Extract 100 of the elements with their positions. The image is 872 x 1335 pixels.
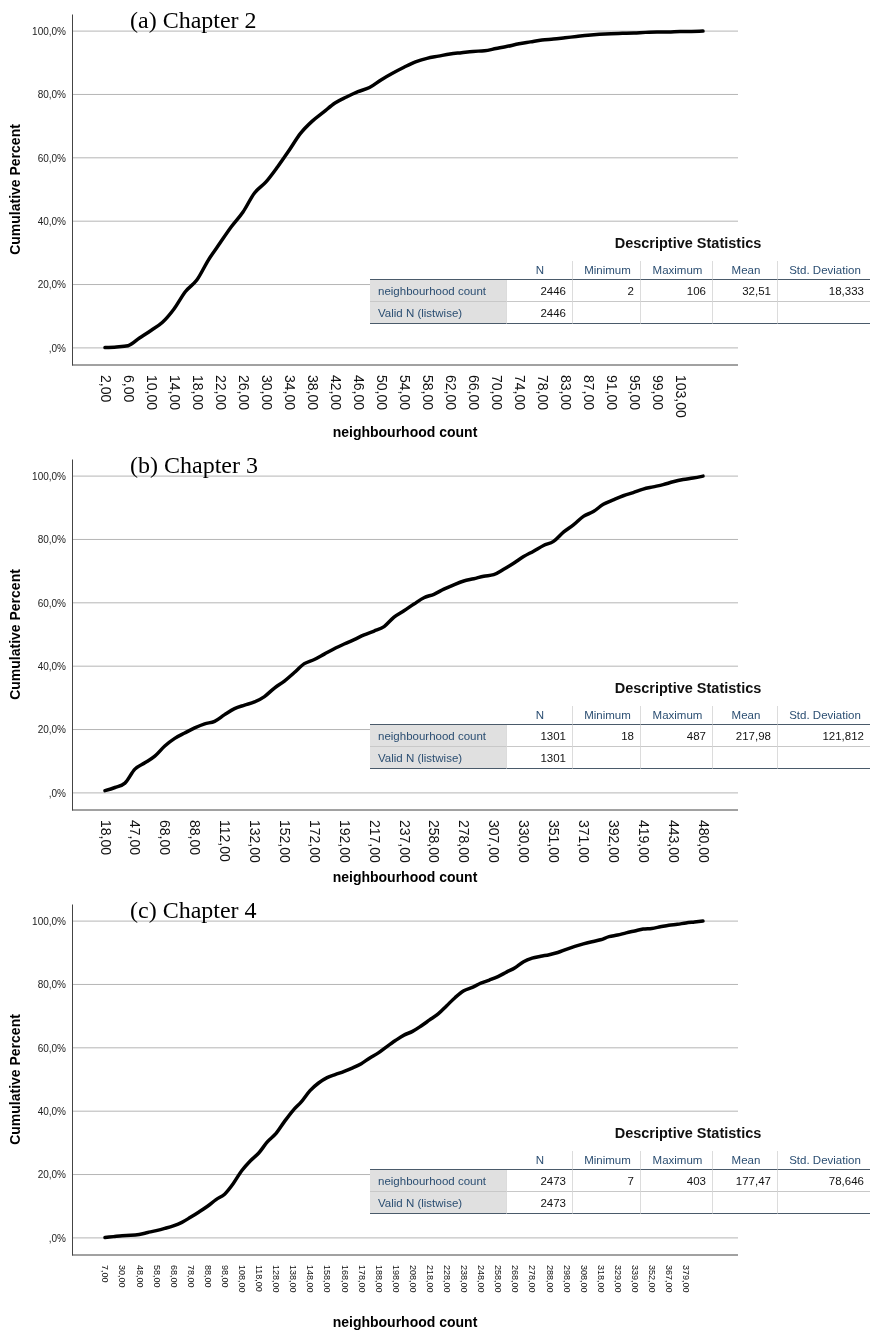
- annotation: Valid N (listwise): [370, 301, 506, 324]
- x-tick-label: 118,00: [254, 1265, 265, 1292]
- x-tick-label: 443,00: [665, 820, 682, 864]
- text: Std. Deviation: [789, 708, 861, 721]
- text: 217,98: [735, 729, 771, 742]
- x-tick-label: 87,00: [580, 375, 597, 411]
- x-tick-label: 78,00: [185, 1265, 196, 1288]
- y-tick-label: 60,0%: [37, 597, 67, 609]
- x-tick-label: 298,00: [561, 1265, 572, 1293]
- x-tick-label: 419,00: [635, 820, 652, 864]
- x-tick-label: 238,00: [459, 1265, 470, 1293]
- x-tick-label: 58,00: [419, 375, 436, 411]
- text: Mean: [731, 263, 761, 276]
- x-tick-label: 268,00: [510, 1265, 521, 1293]
- x-tick-label: 217,00: [366, 820, 383, 864]
- x-tick-label: 228,00: [442, 1265, 453, 1293]
- x-tick-label: 148,00: [305, 1265, 316, 1293]
- annotation: Valid N (listwise): [370, 1191, 506, 1214]
- annotation: Valid N (listwise): [370, 746, 506, 769]
- x-tick-label: 74,00: [511, 375, 528, 411]
- x-tick-label: 99,00: [649, 375, 666, 411]
- x-tick-label: 46,00: [350, 375, 367, 411]
- x-tick-label: 58,00: [151, 1265, 162, 1288]
- y-tick-label: 20,0%: [37, 279, 67, 291]
- x-tick-label: 258,00: [426, 820, 443, 864]
- x-tick-label: 367,00: [664, 1265, 675, 1293]
- x-tick-label: 307,00: [486, 820, 503, 864]
- x-tick-label: 192,00: [336, 820, 353, 864]
- x-tick-label: 48,00: [134, 1265, 145, 1288]
- annotation: Minimum: [572, 705, 640, 725]
- x-tick-label: 152,00: [277, 820, 293, 864]
- annotation: 18: [572, 724, 640, 747]
- x-tick-label: 6,00: [120, 375, 137, 403]
- annotation: 2446: [506, 301, 572, 324]
- text: Mean: [731, 708, 761, 721]
- x-tick-label: 112,00: [217, 820, 234, 862]
- x-tick-label: 218,00: [424, 1265, 435, 1293]
- chart-title: (c) Chapter 4: [130, 897, 257, 923]
- x-tick-label: 237,00: [396, 820, 413, 864]
- x-tick-label: 2,00: [97, 375, 114, 403]
- annotation: 1301: [506, 724, 572, 747]
- x-tick-label: 158,00: [322, 1265, 333, 1293]
- x-tick-label: 352,00: [647, 1265, 658, 1293]
- y-tick-label: ,0%: [48, 1232, 67, 1244]
- x-tick-label: 78,00: [534, 375, 551, 411]
- x-tick-label: 278,00: [527, 1265, 538, 1293]
- x-tick-label: 83,00: [557, 375, 574, 411]
- annotation: 487: [640, 724, 712, 747]
- x-tick-label: 68,00: [157, 820, 174, 856]
- annotation: Descriptive Statistics: [613, 1124, 763, 1141]
- x-tick-label: 14,00: [166, 375, 183, 411]
- annotation: neighbourhood count: [370, 724, 506, 747]
- annotation: Minimum: [572, 260, 640, 280]
- y-axis-title: Cumulative Percent: [7, 1013, 23, 1145]
- x-tick-label: 26,00: [235, 375, 252, 411]
- annotation: N: [506, 1150, 572, 1170]
- x-tick-label: 248,00: [476, 1265, 487, 1293]
- x-axis-title: neighbourhood count: [332, 869, 478, 885]
- x-tick-label: 50,00: [373, 375, 390, 411]
- annotation: 2473: [506, 1191, 572, 1214]
- x-tick-label: 379,00: [681, 1265, 692, 1293]
- x-tick-label: 208,00: [407, 1265, 418, 1293]
- text: 121,812: [822, 729, 864, 742]
- y-tick-label: 20,0%: [37, 1169, 67, 1181]
- x-tick-label: 339,00: [630, 1265, 641, 1293]
- annotation: 7: [572, 1169, 640, 1192]
- x-tick-label: 18,00: [189, 375, 206, 411]
- x-tick-label: 329,00: [612, 1265, 623, 1293]
- x-tick-label: 132,00: [247, 820, 264, 864]
- y-tick-label: 100,0%: [32, 25, 67, 37]
- x-tick-label: 30,00: [258, 375, 275, 411]
- x-axis-title: neighbourhood count: [332, 424, 478, 440]
- x-tick-label: 95,00: [626, 375, 643, 411]
- y-axis-title: Cumulative Percent: [7, 568, 23, 700]
- annotation: N: [506, 705, 572, 725]
- annotation: neighbourhood count: [370, 1169, 506, 1192]
- x-tick-label: 138,00: [288, 1265, 299, 1293]
- annotation: 106: [640, 279, 712, 302]
- text: 177,47: [735, 1174, 771, 1187]
- x-tick-label: 88,00: [202, 1265, 213, 1288]
- annotation: 2: [572, 279, 640, 302]
- text: Std. Deviation: [789, 263, 861, 276]
- x-tick-label: 62,00: [442, 375, 459, 411]
- x-tick-label: 188,00: [373, 1265, 384, 1293]
- text: Mean: [731, 1153, 761, 1166]
- y-tick-label: 40,0%: [37, 660, 67, 672]
- text: 18,333: [828, 284, 864, 297]
- y-tick-label: 100,0%: [32, 470, 67, 482]
- x-tick-label: 278,00: [456, 820, 473, 864]
- x-tick-label: 88,00: [187, 820, 204, 856]
- y-tick-label: 80,0%: [37, 89, 67, 101]
- x-tick-label: 18,00: [97, 820, 114, 856]
- x-tick-label: 480,00: [695, 820, 712, 864]
- annotation: 1301: [506, 746, 572, 769]
- x-tick-label: 392,00: [605, 820, 622, 864]
- y-tick-label: 60,0%: [37, 1042, 67, 1054]
- y-tick-label: 60,0%: [37, 152, 67, 164]
- x-tick-label: 103,00: [672, 375, 689, 419]
- y-tick-label: ,0%: [48, 342, 67, 354]
- text: 78,646: [828, 1174, 864, 1187]
